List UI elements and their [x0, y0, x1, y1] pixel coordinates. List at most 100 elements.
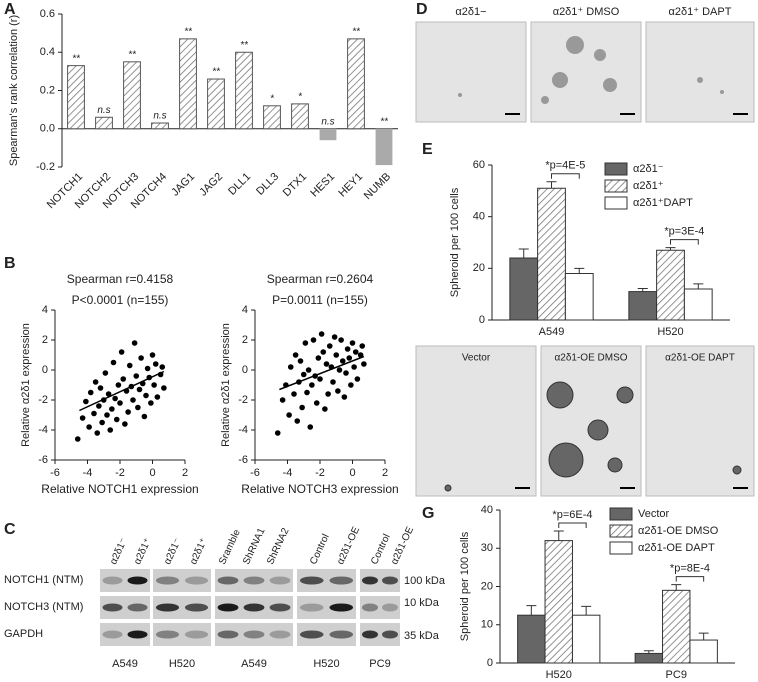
point: [322, 406, 328, 412]
image-label: α2δ1−: [455, 6, 486, 18]
blot-strip: [297, 569, 356, 592]
bar: [662, 589, 691, 664]
western-blot: [100, 569, 400, 646]
point: [341, 394, 348, 400]
band: [127, 630, 148, 639]
point: [87, 389, 94, 396]
point: [339, 358, 346, 364]
bar: [263, 105, 281, 130]
point: [107, 427, 114, 433]
significance-label: **: [212, 67, 221, 78]
y-tick-label: -6: [38, 454, 48, 466]
point: [361, 361, 367, 367]
chart-title: Spearman r=0.4158: [67, 272, 174, 286]
significance-label: n.s: [321, 116, 334, 127]
blot-row-label: NOTCH3 (NTM): [4, 601, 83, 613]
point: [115, 382, 122, 388]
blot-column: α2δ1⁺: [132, 537, 154, 567]
band: [127, 576, 148, 585]
error-bar: [518, 248, 529, 258]
bar: [564, 273, 594, 321]
bar: [571, 614, 601, 664]
bar: [689, 639, 718, 664]
point: [151, 382, 157, 388]
bar: [517, 614, 546, 664]
point: [299, 404, 305, 411]
y-tick-label: 2: [42, 334, 48, 346]
legend-label: α2δ1⁺: [633, 180, 664, 192]
legend-swatch: [604, 196, 628, 210]
significance-label: n.s: [153, 111, 166, 122]
y-tick-label: 40: [473, 211, 485, 223]
band: [102, 576, 123, 585]
band: [102, 630, 123, 639]
band: [243, 576, 265, 585]
legend-label: α2δ1-OE DMSO: [638, 525, 719, 537]
blot-strip: [297, 623, 356, 646]
band: [102, 603, 123, 612]
point: [94, 430, 101, 436]
point: [305, 367, 312, 373]
y-tick-label: 60: [473, 159, 485, 171]
y-tick-label: 2: [242, 334, 248, 346]
band: [217, 576, 239, 585]
y-axis-label: Spheroid per 100 cells: [449, 187, 461, 297]
y-axis-label: Spheroid per 100 cells: [459, 531, 471, 641]
y-tick-label: 0: [487, 657, 493, 669]
point: [331, 334, 338, 340]
significance-label: n.s: [97, 105, 110, 116]
error-bar: [671, 584, 682, 591]
x-tick-label: -2: [315, 467, 325, 479]
bar: [123, 61, 141, 130]
point: [352, 349, 359, 355]
point: [346, 355, 353, 361]
band: [269, 576, 291, 585]
bar: [319, 128, 337, 141]
blot-strip: [100, 569, 150, 592]
point: [135, 404, 141, 411]
error-bar: [581, 605, 592, 616]
x-tick-label: H520: [657, 326, 683, 338]
significance-label: *p=8E-4: [670, 562, 710, 574]
significance-label: **: [240, 40, 249, 51]
spheroids: [444, 381, 742, 492]
bar: [151, 122, 169, 130]
point: [97, 385, 104, 391]
band: [155, 603, 180, 612]
band: [362, 630, 378, 639]
point: [349, 340, 356, 346]
bar: [67, 65, 85, 130]
x-tick-label: DLL3: [254, 171, 281, 198]
band: [299, 603, 324, 612]
y-tick-label: -4: [238, 424, 248, 436]
point: [309, 382, 315, 388]
significance-label: *: [270, 93, 275, 104]
bar: [683, 288, 713, 321]
x-tick-label: -6: [250, 467, 260, 479]
bar: [537, 187, 566, 321]
point: [274, 430, 281, 436]
point: [310, 337, 317, 343]
panel-letter: B: [4, 255, 16, 272]
x-tick-label: HES1: [308, 171, 337, 200]
point: [110, 359, 117, 366]
blot-marker: 10 kDa: [404, 597, 440, 609]
point: [113, 416, 120, 423]
panel-letter: A: [4, 1, 16, 18]
y-tick-label: 0.0: [40, 123, 55, 135]
chart-subtitle: P<0.0001 (n=155): [72, 293, 169, 307]
point: [154, 394, 161, 400]
legend-swatch: [609, 507, 633, 521]
band: [155, 576, 180, 585]
significance-bracket: [551, 173, 580, 179]
blot-column: α2δ1-OE: [335, 525, 362, 566]
point: [354, 376, 361, 382]
band: [184, 630, 209, 639]
y-tick-label: 0.2: [40, 84, 55, 96]
significance-label: *p=6E-4: [552, 509, 592, 521]
blot-group: A549: [241, 658, 267, 670]
bar: [95, 116, 113, 130]
point: [122, 421, 128, 427]
significance-label: *: [298, 92, 303, 103]
